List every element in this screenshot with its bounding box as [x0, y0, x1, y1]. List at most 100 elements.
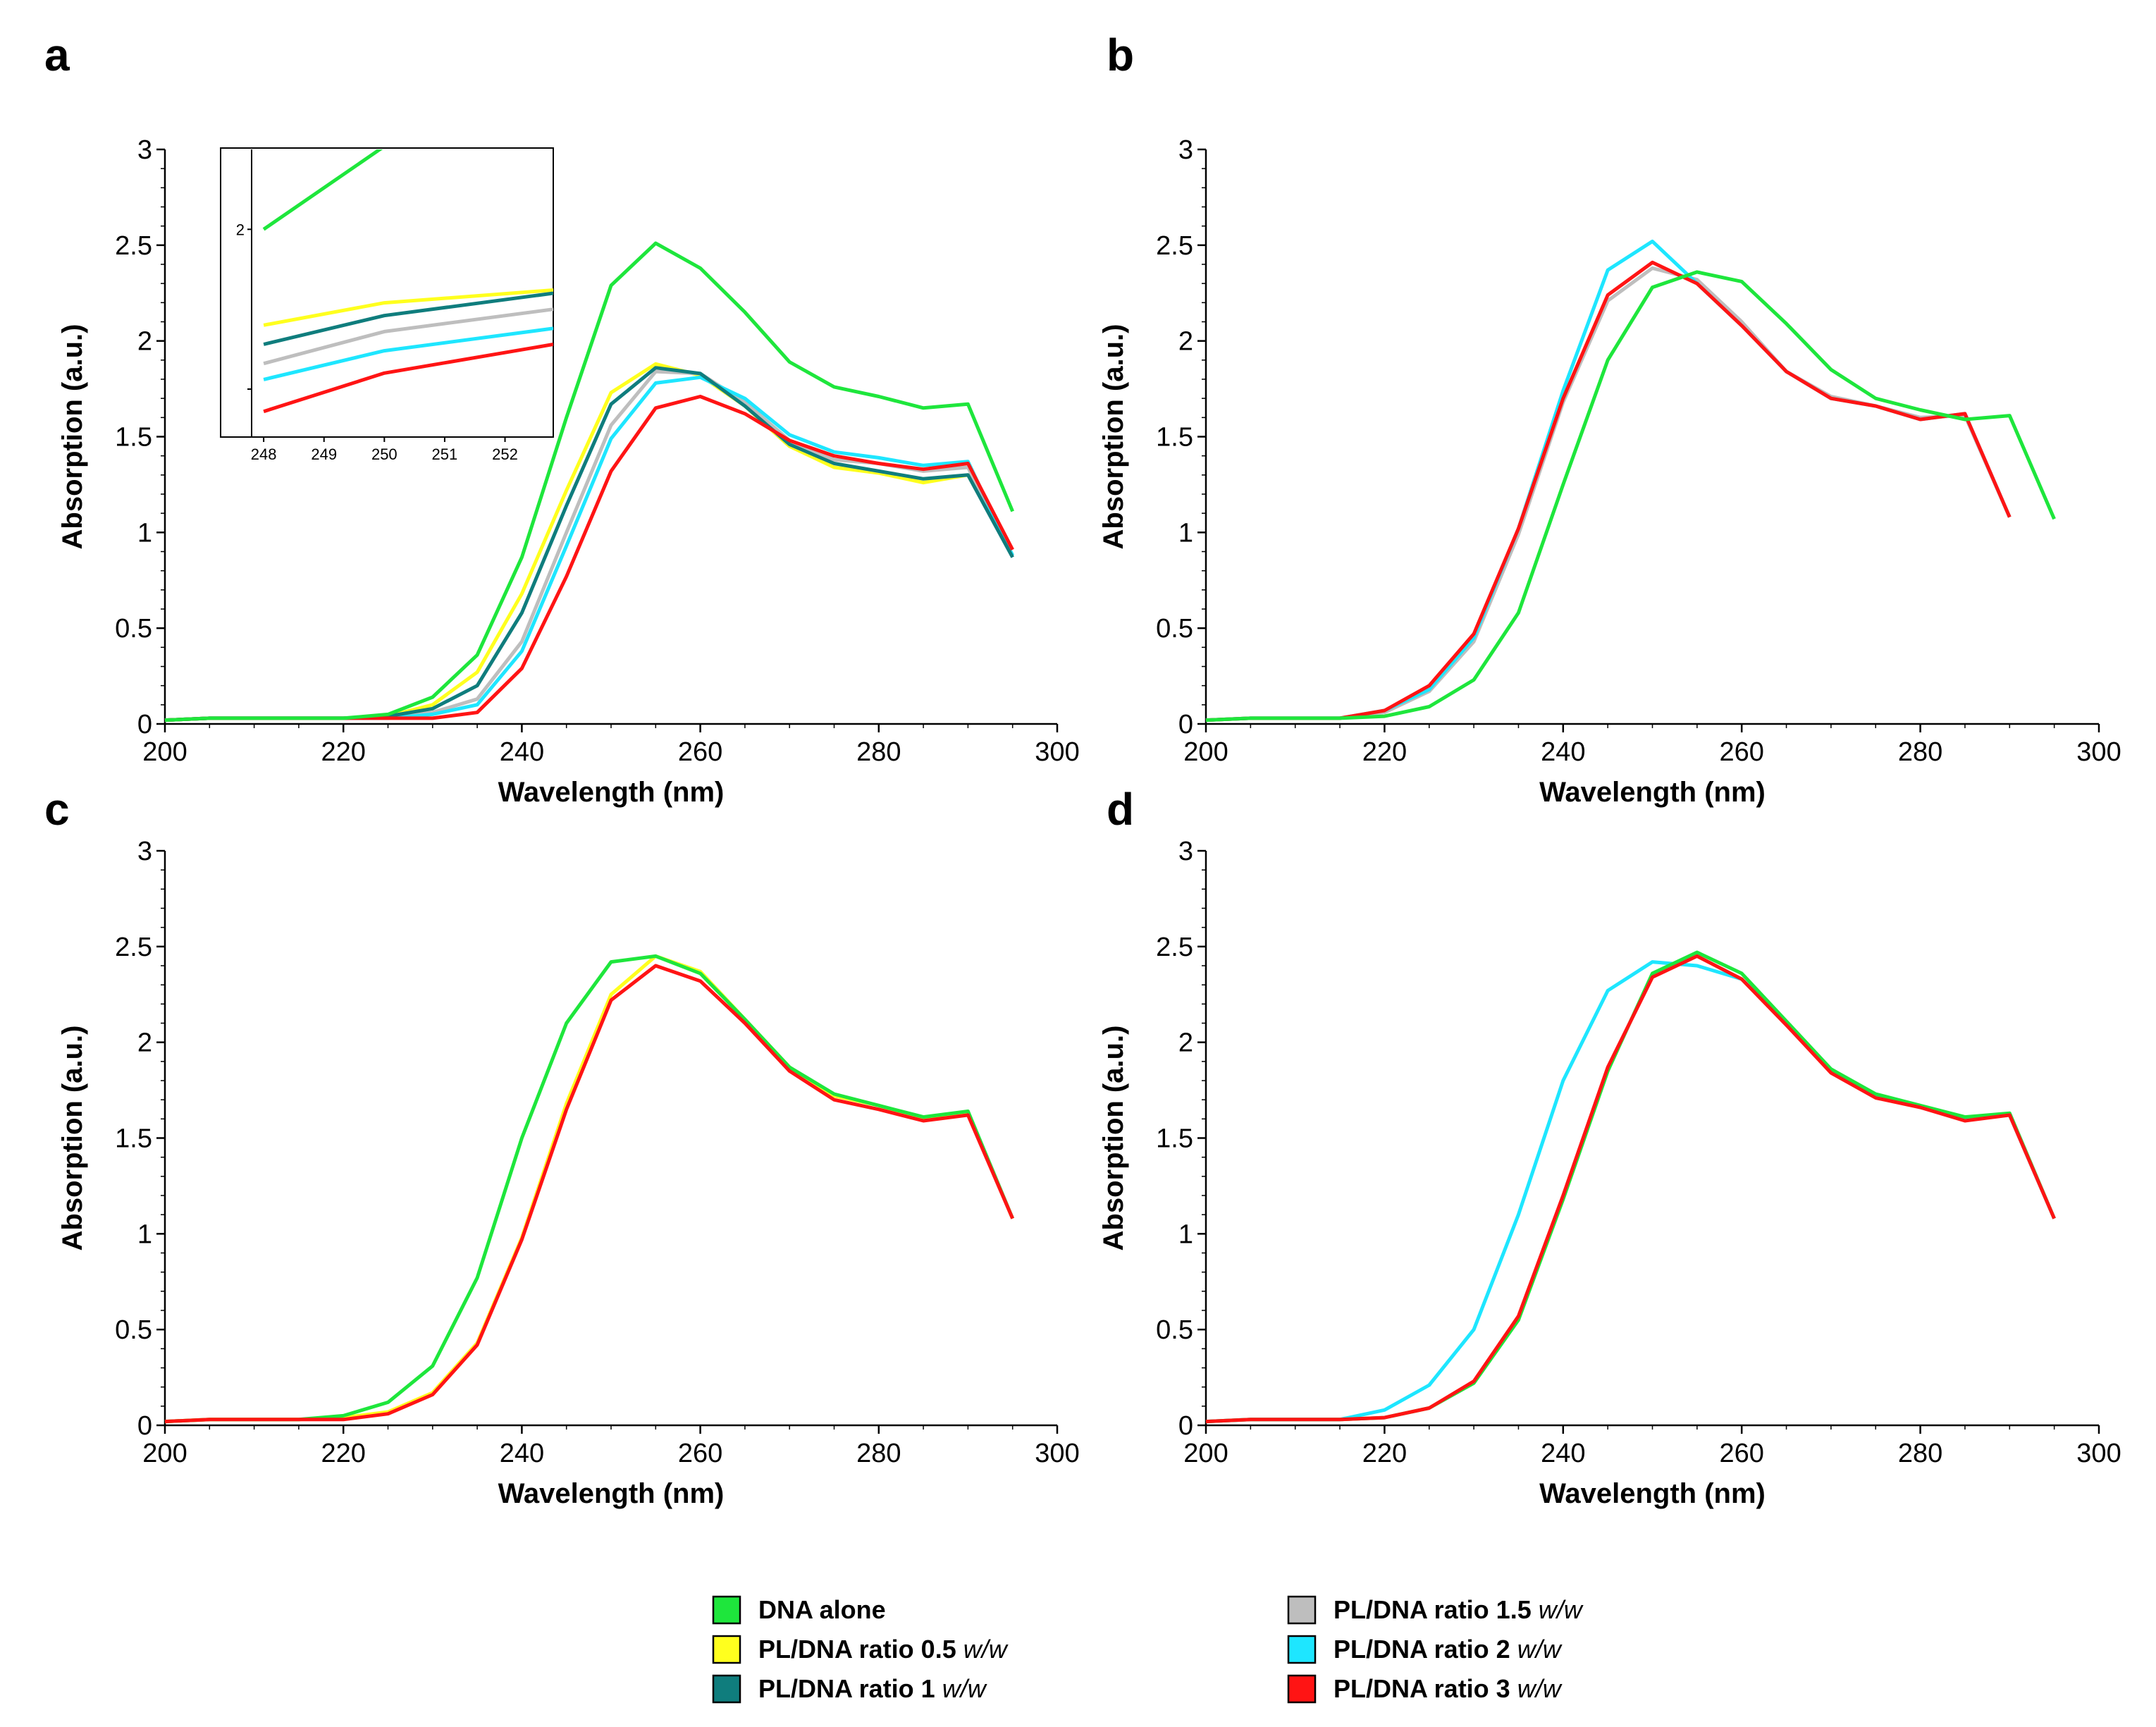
y-tick-label: 1: [1178, 1219, 1193, 1249]
x-tick-label: 280: [856, 737, 901, 767]
x-tick-label: 280: [1898, 737, 1942, 767]
legend-label-text: PL/DNA ratio 1: [758, 1674, 942, 1703]
x-tick-label: 200: [142, 737, 187, 767]
x-tick-label: 300: [2076, 737, 2121, 767]
x-tick-label: 260: [678, 737, 722, 767]
panel-label-c: c: [44, 784, 70, 835]
x-tick-label: 300: [2076, 1439, 2121, 1468]
legend-swatch: [1287, 1635, 1317, 1664]
legend-label-text: PL/DNA ratio 3: [1333, 1674, 1517, 1703]
chart-b: 0 0.5 1 1.5 2 2.5 3 200 220 240 260 280 300 Wavelengt…: [1098, 135, 2121, 808]
y-tick-label: 2.5: [1156, 231, 1193, 261]
x-tick-label: 220: [321, 737, 365, 767]
legend-label: DNA alone: [758, 1595, 886, 1624]
x-tick-label: 200: [1183, 737, 1228, 767]
panel-label-b: b: [1107, 30, 1134, 80]
series-line-r3: [1205, 260, 2012, 723]
inset-line-r15: [263, 307, 553, 366]
series-line-r15: [1205, 266, 2012, 723]
legend-label: PL/DNA ratio 1.5 w/w: [1333, 1595, 1584, 1624]
y-tick-label: 0.5: [1156, 614, 1193, 644]
legend-label-unit: w/w: [963, 1635, 1009, 1664]
x-tick-label: 200: [1183, 1439, 1228, 1468]
x-tick-label: 240: [1541, 737, 1585, 767]
y-tick-label: 2: [137, 327, 152, 357]
legend-swatch: [1287, 1595, 1317, 1625]
legend-swatch: [712, 1595, 741, 1625]
y-tick-label: 2: [137, 1028, 152, 1058]
legend-label-text: PL/DNA ratio 0.5: [758, 1635, 963, 1664]
legend-label-text: DNA alone: [758, 1595, 886, 1624]
legend-item-dna: DNA alone: [712, 1595, 886, 1625]
y-tick-label: 0.5: [115, 1315, 152, 1345]
x-tick-label: 240: [1541, 1439, 1585, 1468]
legend-label-unit: w/w: [942, 1674, 987, 1703]
legend-label-text: PL/DNA ratio 1.5: [1333, 1595, 1539, 1624]
y-tick-label: 1.5: [1156, 423, 1193, 453]
series-line-r3: [1205, 954, 2056, 1424]
y-axis-title: Absorption (a.u.): [1098, 1026, 1129, 1251]
y-tick-label: 1.5: [115, 1124, 152, 1154]
series-line-dna: [164, 241, 1015, 723]
legend-item-r3: PL/DNA ratio 3 w/w: [1287, 1674, 1563, 1704]
inset-line-r3: [263, 343, 553, 414]
legend-label-unit: w/w: [1539, 1595, 1584, 1624]
x-tick-label: 220: [1362, 737, 1407, 767]
series-line-dna: [1205, 270, 2056, 723]
chart-d: 0 0.5 1 1.5 2 2.5 3 200 220 240 260 280 300 Wavelengt…: [1098, 837, 2121, 1509]
legend-swatch: [712, 1674, 741, 1704]
inset-x-tick-label: 251: [432, 445, 458, 463]
series-line-r3: [164, 964, 1014, 1424]
x-tick-label: 240: [500, 1439, 544, 1468]
x-axis-title: Wavelength (nm): [1539, 777, 1766, 808]
y-tick-label: 2: [1178, 327, 1193, 357]
y-axis-title: Absorption (a.u.): [1098, 324, 1129, 550]
legend-item-r15: PL/DNA ratio 1.5 w/w: [1287, 1595, 1584, 1625]
x-tick-label: 260: [1719, 737, 1763, 767]
inset-chart: 2 248 249 250 251 252: [220, 147, 554, 463]
x-axis-title: Wavelength (nm): [498, 1478, 725, 1509]
legend-label-unit: w/w: [1517, 1674, 1563, 1703]
inset-x-tick-label: 252: [492, 445, 518, 463]
inset-x-tick-label: 248: [251, 445, 277, 463]
legend-label: PL/DNA ratio 0.5 w/w: [758, 1635, 1009, 1664]
series-line-r2: [1205, 960, 2056, 1424]
chart-c: 0 0.5 1 1.5 2 2.5 3 200 220 240 260 280 300 Wavelengt…: [57, 837, 1080, 1509]
inset-line-r1: [263, 291, 553, 346]
y-tick-label: 1: [1178, 518, 1193, 548]
legend-label: PL/DNA ratio 3 w/w: [1333, 1674, 1563, 1703]
y-tick-label: 0: [1178, 1411, 1193, 1441]
chart-a: 0 0.5 1 1.5 2 2.5 3 200 220 240 260 280 300 Wavelengt…: [57, 135, 1080, 808]
y-tick-label: 0: [1178, 710, 1193, 739]
legend-label: PL/DNA ratio 2 w/w: [1333, 1635, 1563, 1664]
series-line-r05: [164, 954, 1015, 1424]
series-line-r2: [1205, 239, 2012, 723]
y-tick-label: 2: [1178, 1028, 1193, 1058]
x-tick-label: 260: [1719, 1439, 1763, 1468]
y-tick-label: 2.5: [115, 933, 152, 962]
y-tick-label: 0: [137, 1411, 152, 1441]
legend-label-text: PL/DNA ratio 2: [1333, 1635, 1517, 1664]
y-tick-label: 1.5: [1156, 1124, 1193, 1154]
x-tick-label: 300: [1035, 1439, 1079, 1468]
inset-line-dna: [262, 149, 383, 231]
x-tick-label: 300: [1035, 737, 1079, 767]
legend-label: PL/DNA ratio 1 w/w: [758, 1674, 987, 1703]
y-tick-label: 3: [1178, 837, 1193, 866]
x-axis-title: Wavelength (nm): [1539, 1478, 1766, 1509]
y-tick-label: 3: [1178, 135, 1193, 165]
inset-y-tick-label: 2: [236, 221, 245, 238]
y-tick-label: 3: [137, 135, 152, 165]
x-tick-label: 220: [1362, 1439, 1407, 1468]
inset-line-r05: [263, 288, 553, 327]
inset-line-r2: [263, 326, 553, 381]
inset-series: [262, 149, 553, 414]
legend-item-r05: PL/DNA ratio 0.5 w/w: [712, 1635, 1009, 1664]
y-tick-label: 0.5: [1156, 1315, 1193, 1345]
x-tick-label: 280: [856, 1439, 901, 1468]
legend-swatch: [1287, 1674, 1317, 1704]
x-tick-label: 200: [142, 1439, 187, 1468]
legend-label-unit: w/w: [1517, 1635, 1563, 1664]
